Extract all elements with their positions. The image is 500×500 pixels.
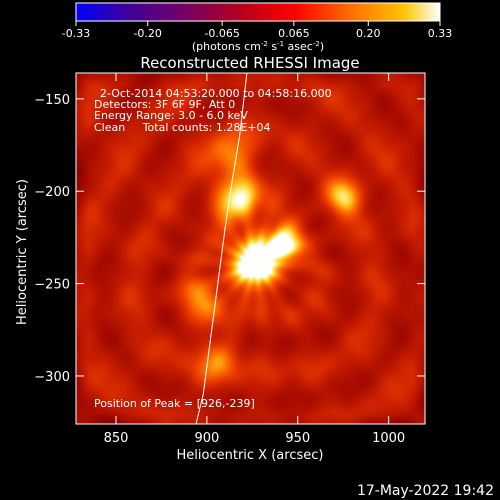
colorbar-tick-label: 0.20: [356, 27, 381, 40]
plot-frame: [75, 72, 426, 425]
rhessi-heatmap: [76, 73, 425, 424]
y-tick-label: −150: [34, 93, 70, 108]
annotation-method: Clean Total counts: 1.28E+04: [94, 121, 271, 134]
colorbar: -0.33 -0.20 -0.065 0.065 0.20 0.33 (photons c…: [62, 2, 452, 53]
y-axis-label: Heliocentric Y (arcsec): [15, 179, 30, 325]
plot-title: Reconstructed RHESSI Image: [140, 54, 359, 72]
colorbar-tick-label: 0.065: [278, 27, 310, 40]
image-panel: [75, 72, 426, 425]
y-axis-ticks: −150 −200 −250 −300: [34, 93, 425, 385]
x-axis-label: Heliocentric X (arcsec): [177, 448, 324, 463]
x-axis-ticks: 850 900 950 1000: [104, 73, 405, 446]
y-tick-label: −250: [34, 278, 70, 293]
colorbar-gradient: [75, 2, 441, 22]
colorbar-tick-label: 0.33: [428, 27, 453, 40]
colorbar-tick-label: -0.065: [204, 27, 239, 40]
annotation-block: 2-Oct-2014 04:53:20.000 to 04:58:16.000 …: [94, 87, 332, 410]
y-tick-label: −200: [34, 185, 70, 200]
annotation-detectors: Detectors: 3F 6F 9F, Att 0: [94, 98, 235, 111]
timestamp: 17-May-2022 19:42: [357, 483, 494, 499]
colorbar-tick-label: -0.33: [62, 27, 90, 40]
colorbar-tick-label: -0.20: [133, 27, 161, 40]
x-tick-label: 950: [285, 431, 310, 446]
x-tick-label: 900: [194, 431, 219, 446]
annotation-time: 2-Oct-2014 04:53:20.000 to 04:58:16.000: [100, 87, 332, 100]
solar-limb-line: [195, 73, 248, 424]
colorbar-units: (photons cm-2 s-1 asec-2): [192, 40, 324, 53]
y-tick-label: −300: [34, 370, 70, 385]
annotation-energy: Energy Range: 3.0 - 6.0 keV: [94, 109, 248, 122]
colorbar-ticks: -0.33 -0.20 -0.065 0.065 0.20 0.33: [62, 21, 452, 40]
x-tick-label: 1000: [372, 431, 405, 446]
x-tick-label: 850: [104, 431, 129, 446]
annotation-peak: Position of Peak = [926,-239]: [94, 397, 255, 410]
